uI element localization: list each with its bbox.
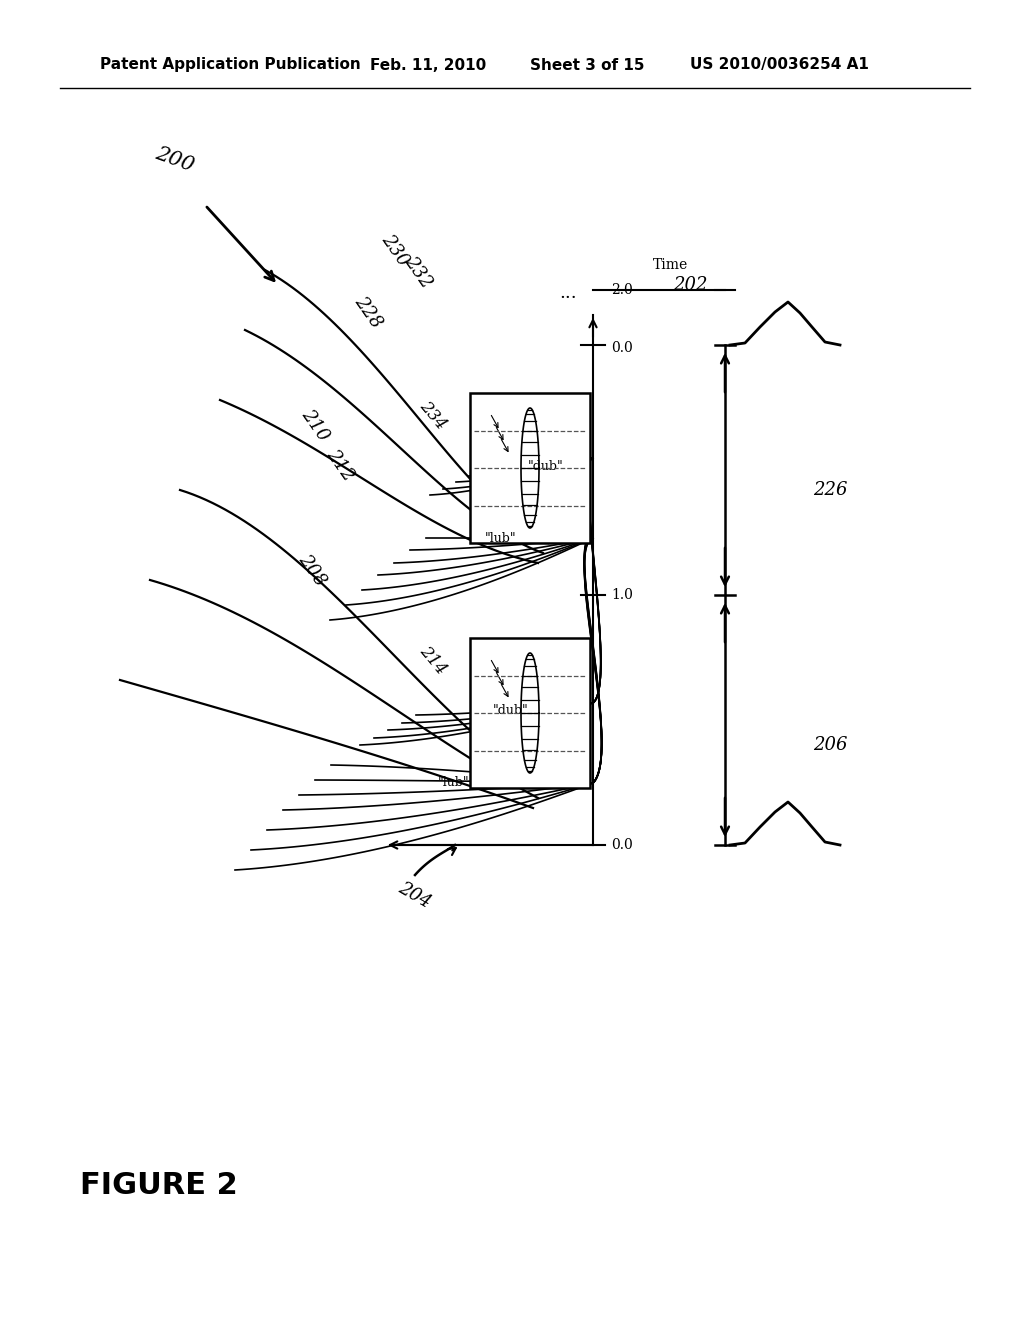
Text: 210: 210 xyxy=(298,405,332,445)
Text: Feb. 11, 2010: Feb. 11, 2010 xyxy=(370,58,486,73)
Text: 200: 200 xyxy=(153,144,197,176)
Text: 230: 230 xyxy=(378,231,413,269)
Text: 214: 214 xyxy=(416,643,450,677)
Bar xyxy=(470,638,590,788)
Text: Sheet 3 of 15: Sheet 3 of 15 xyxy=(530,58,644,73)
Text: 212: 212 xyxy=(323,446,357,484)
Text: 202: 202 xyxy=(673,276,708,294)
Text: "dub": "dub" xyxy=(493,705,528,718)
Text: 234: 234 xyxy=(416,397,450,433)
Text: 0.0: 0.0 xyxy=(611,838,633,851)
Text: "lub": "lub" xyxy=(438,776,470,789)
Text: 228: 228 xyxy=(351,293,385,331)
Text: "dub": "dub" xyxy=(528,459,564,473)
Text: 2.0: 2.0 xyxy=(611,282,633,297)
Text: US 2010/0036254 A1: US 2010/0036254 A1 xyxy=(690,58,869,73)
Text: 232: 232 xyxy=(400,252,435,292)
Text: 204: 204 xyxy=(395,879,434,911)
Text: 0.0: 0.0 xyxy=(611,341,633,355)
Text: Patent Application Publication: Patent Application Publication xyxy=(100,58,360,73)
Text: 206: 206 xyxy=(813,737,847,754)
Text: 1.0: 1.0 xyxy=(611,587,633,602)
Bar xyxy=(470,393,590,543)
Text: "lub": "lub" xyxy=(485,532,517,544)
Text: 208: 208 xyxy=(295,550,330,589)
Text: ...: ... xyxy=(559,284,577,302)
Text: Time: Time xyxy=(653,257,688,272)
Text: FIGURE 2: FIGURE 2 xyxy=(80,1171,238,1200)
Text: 226: 226 xyxy=(813,480,847,499)
